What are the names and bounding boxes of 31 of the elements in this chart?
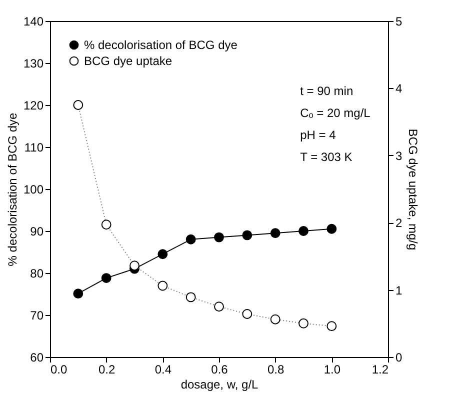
annotation: Cₒ = 20 mg/L (300, 106, 371, 120)
legend-label: % decolorisation of BCG dye (84, 38, 238, 52)
x-tick-label: 1.2 (372, 362, 389, 376)
annotation: t = 90 min (300, 84, 354, 98)
annotation: pH = 4 (300, 128, 336, 142)
y2-axis-title: BCG dye uptake, mg/g (406, 128, 420, 250)
y2-tick-label: 4 (396, 82, 402, 96)
x-axis-title: dosage, w, g/L (180, 378, 259, 392)
x-tick-label: 0.6 (211, 362, 228, 376)
x-tick-label: 0.4 (154, 362, 172, 376)
y2-tick-label: 1 (396, 283, 402, 298)
y2-tick-label: 2 (396, 216, 402, 230)
y-tick-label: 70 (30, 308, 44, 322)
y2-tick-label: 5 (396, 14, 402, 28)
y-tick-label: 120 (23, 98, 44, 112)
x-tick-label: 0.0 (50, 362, 68, 376)
y-tick-label: 100 (23, 182, 44, 196)
x-tick-label: 1.0 (324, 362, 341, 376)
y-tick-label: 80 (30, 266, 44, 280)
y-tick-label: 130 (23, 56, 44, 70)
x-tick-label: 0.2 (98, 362, 116, 376)
x-tick-label: 0.8 (267, 362, 284, 376)
annotation: T = 303 K (300, 150, 352, 164)
y-tick-label: 140 (23, 14, 44, 28)
legend-label: BCG dye uptake (84, 54, 172, 68)
y-axis-title: % decolorisation of BCG dye (5, 112, 20, 266)
y-tick-label: 60 (30, 350, 44, 364)
y2-tick-label: 3 (396, 148, 402, 163)
y-tick-label: 90 (30, 224, 44, 238)
y2-tick-label: 0 (396, 350, 402, 364)
y-tick-label: 110 (24, 140, 44, 154)
